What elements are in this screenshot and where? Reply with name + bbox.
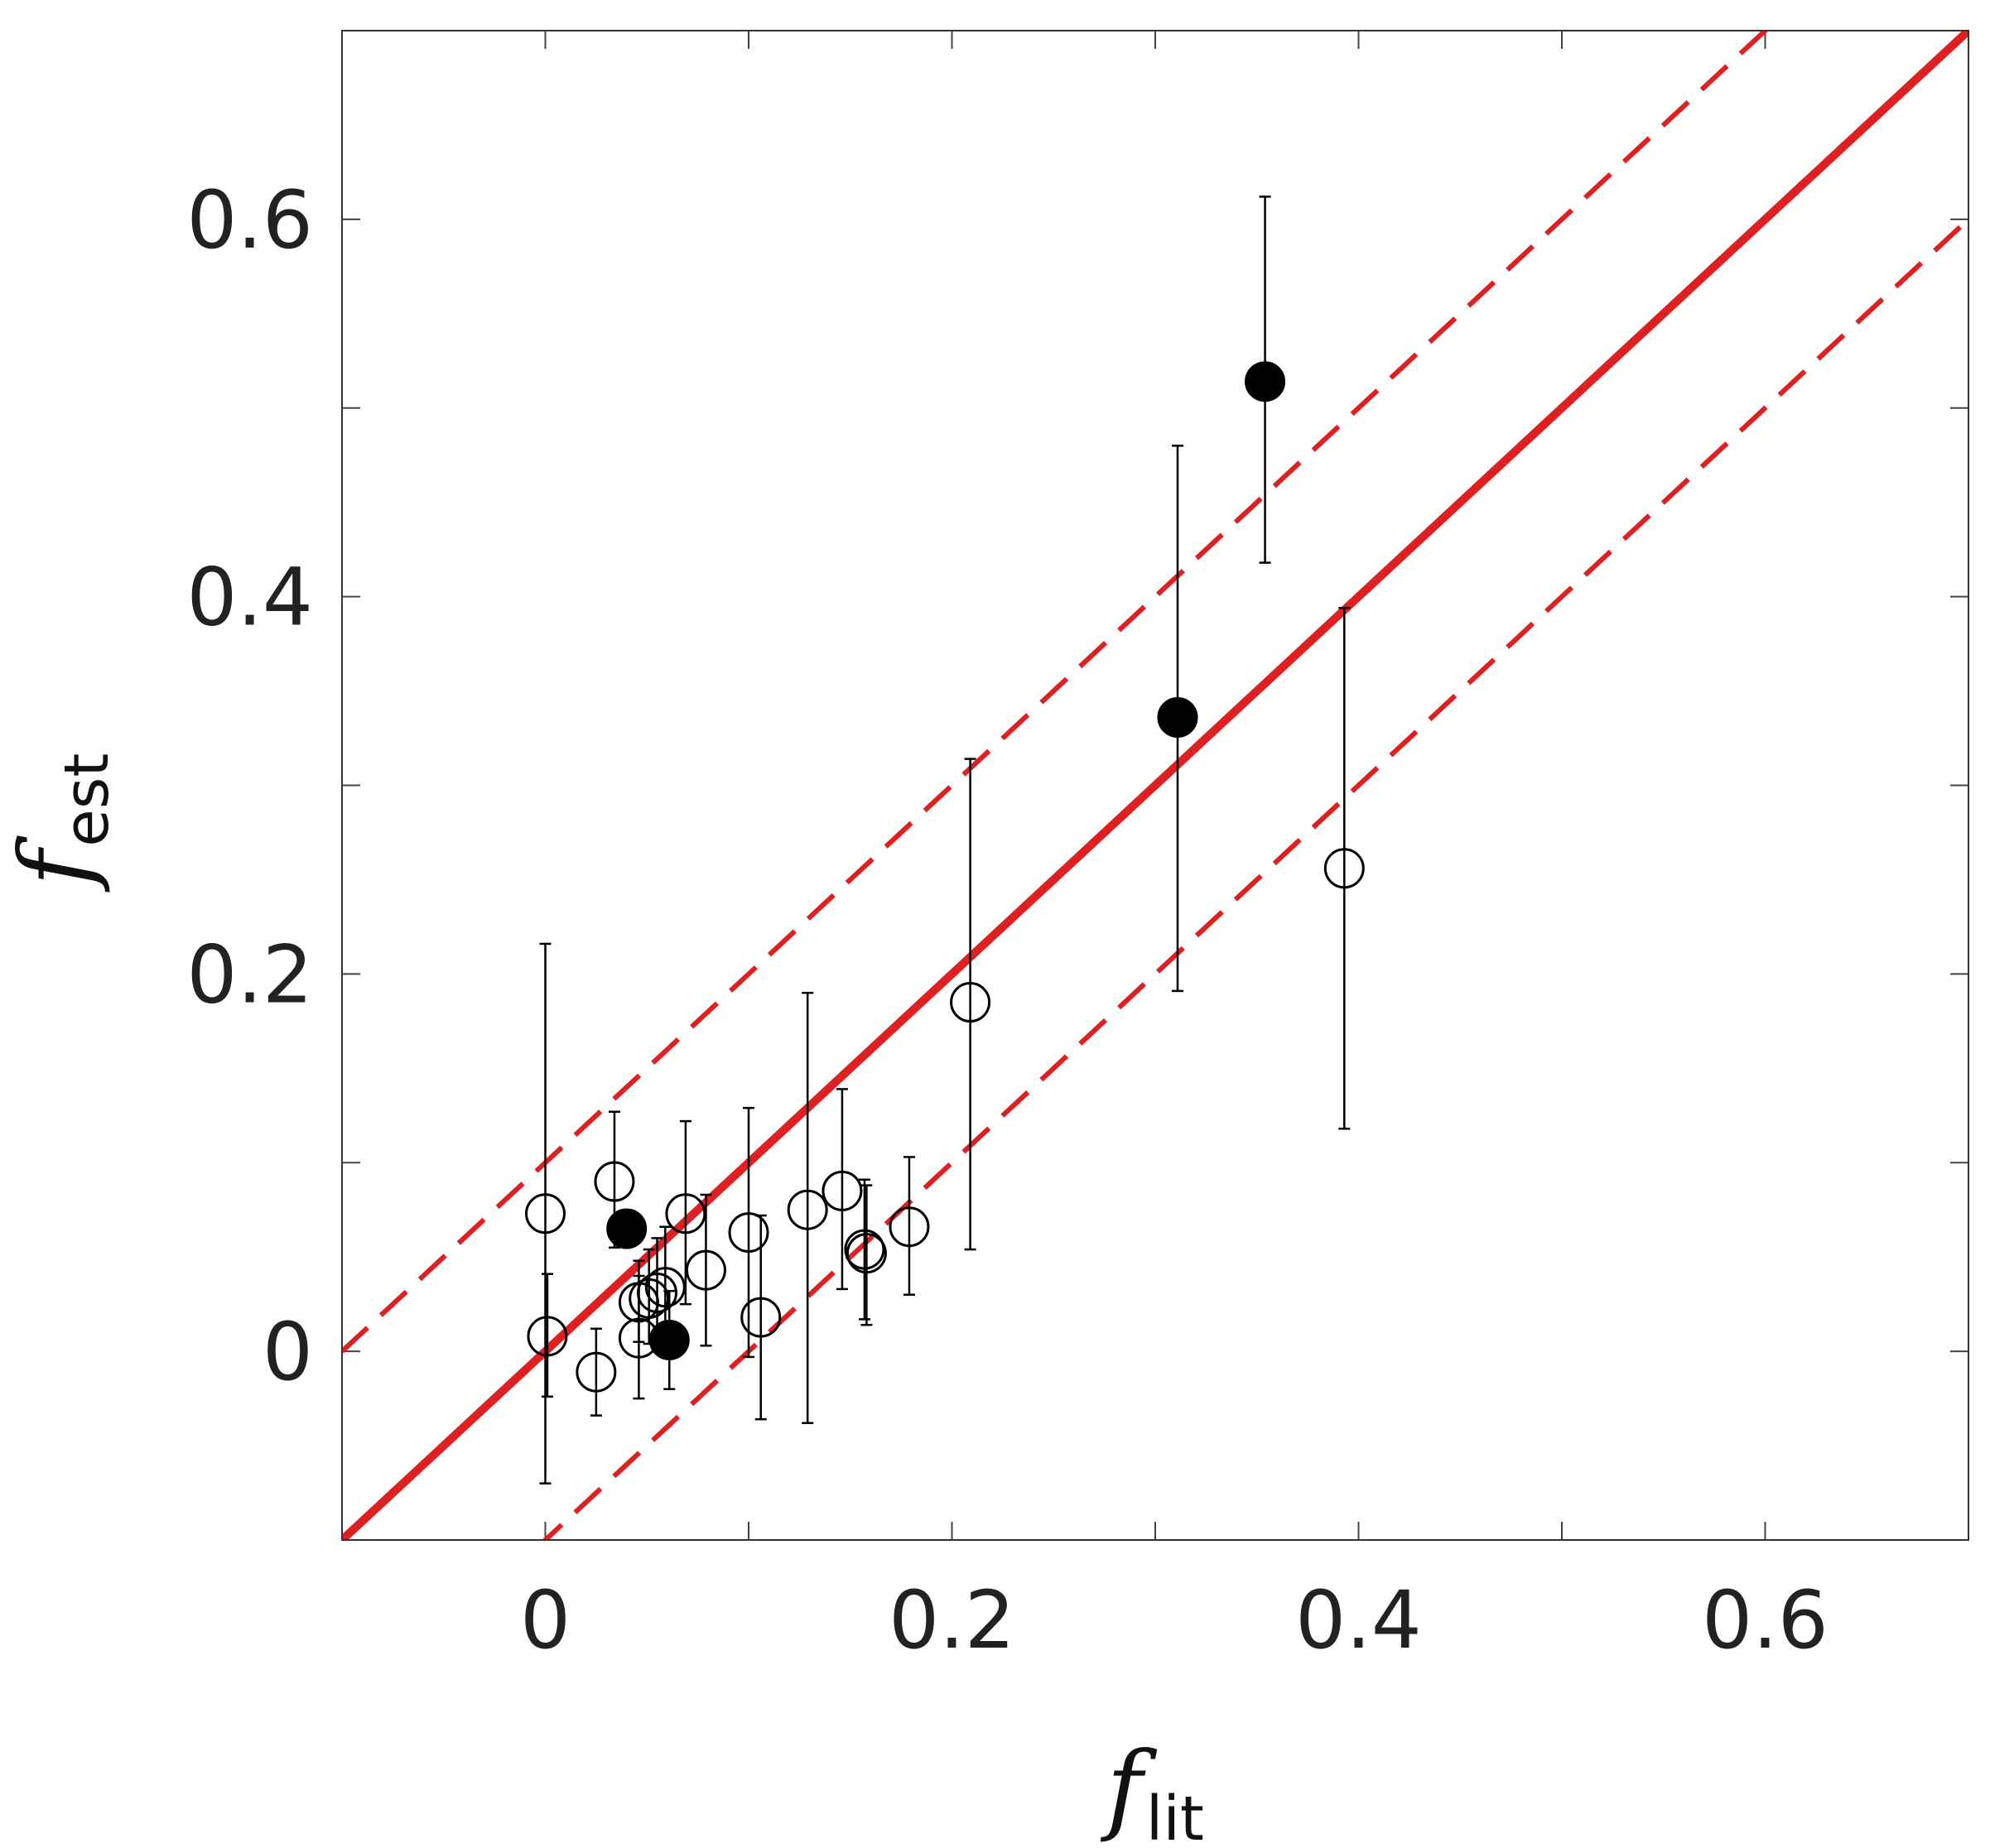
open-data-point [665, 1193, 706, 1234]
identity-line [342, 31, 1968, 1540]
y-tick-label: 0 [263, 1306, 313, 1398]
open-data-point [576, 1351, 617, 1393]
open-data-point [594, 1161, 635, 1202]
data-points [525, 361, 1365, 1393]
filled-data-point [1245, 361, 1286, 402]
y-tick-label: 0.6 [186, 174, 313, 267]
filled-data-point [606, 1208, 648, 1249]
open-data-point [527, 1316, 568, 1357]
tick-labels: 0 0.2 0.4 0.6 0 0.2 0.4 0.6 [186, 174, 1829, 1667]
open-data-point [950, 982, 991, 1023]
x-tick-label: 0 [520, 1574, 571, 1667]
plot-frame [341, 30, 1969, 1541]
open-data-point [844, 1229, 885, 1270]
open-data-point [889, 1206, 930, 1248]
open-data-point [740, 1297, 782, 1338]
x-axis-label-sub: lit [1146, 1783, 1204, 1848]
filled-data-point [648, 1319, 690, 1360]
open-data-point [822, 1170, 863, 1211]
x-axis-label: flit [1100, 1730, 1204, 1848]
y-axis-label-sub: est [51, 753, 123, 847]
y-axis-label: fest [0, 753, 123, 893]
open-data-point [1323, 848, 1365, 889]
open-data-point [685, 1249, 726, 1291]
open-data-point [846, 1233, 887, 1274]
x-tick-label: 0.6 [1702, 1574, 1829, 1667]
open-data-point [644, 1267, 686, 1308]
open-data-point [637, 1272, 678, 1313]
y-tick-label: 0.2 [186, 928, 313, 1021]
open-data-point [728, 1212, 769, 1254]
y-axis-label-group: fest [0, 753, 123, 893]
x-tick-label: 0.2 [889, 1574, 1015, 1667]
open-data-point [525, 1193, 566, 1234]
y-tick-label: 0.4 [186, 551, 313, 644]
x-tick-label: 0.4 [1295, 1574, 1422, 1667]
filled-data-point [1157, 696, 1198, 738]
open-data-point [787, 1189, 828, 1230]
reference-lines [342, 31, 1968, 1540]
